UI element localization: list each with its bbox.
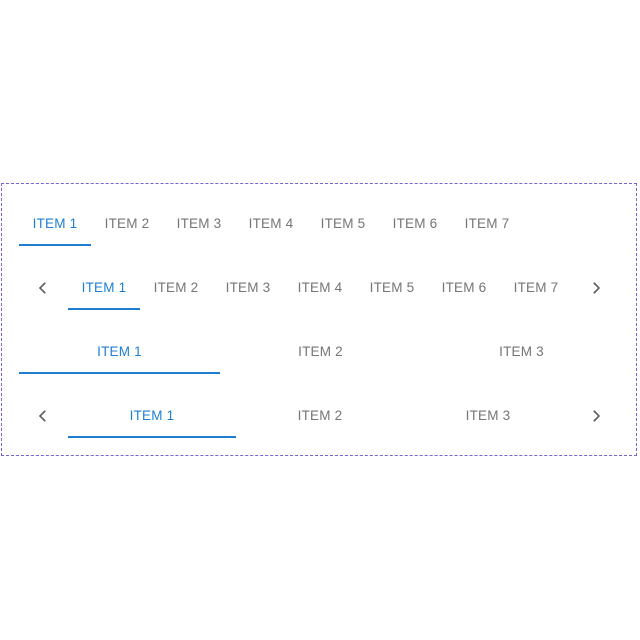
tab-bar-scrollable-arrows: ITEM 1 ITEM 2 ITEM 3 ITEM 4 ITEM 5 ITEM …: [0, 256, 640, 320]
scroll-right-button[interactable]: [582, 384, 610, 448]
tab-indicator: [68, 308, 140, 310]
scroll-left-button[interactable]: [29, 256, 57, 320]
tab-item-1[interactable]: ITEM 1: [81, 280, 127, 295]
tab-item-1[interactable]: ITEM 1: [129, 408, 175, 423]
tab-item-6[interactable]: ITEM 6: [392, 216, 438, 231]
tab-item-4[interactable]: ITEM 4: [297, 280, 343, 295]
tab-indicator: [19, 244, 91, 246]
tab-item-3[interactable]: ITEM 3: [225, 280, 271, 295]
tab-indicator: [68, 436, 236, 438]
tab-item-3[interactable]: ITEM 3: [499, 344, 544, 359]
scroll-right-button[interactable]: [582, 256, 610, 320]
tab-item-6[interactable]: ITEM 6: [441, 280, 487, 295]
tab-item-2[interactable]: ITEM 2: [104, 216, 150, 231]
scroll-left-button[interactable]: [29, 384, 57, 448]
tab-item-4[interactable]: ITEM 4: [248, 216, 294, 231]
chevron-left-icon: [38, 410, 46, 422]
tab-item-7[interactable]: ITEM 7: [513, 280, 559, 295]
tab-item-2[interactable]: ITEM 2: [298, 344, 343, 359]
tab-item-1[interactable]: ITEM 1: [97, 344, 142, 359]
tab-bar-fixed: ITEM 1 ITEM 2 ITEM 3: [0, 320, 640, 384]
tab-item-7[interactable]: ITEM 7: [464, 216, 510, 231]
tab-item-2[interactable]: ITEM 2: [297, 408, 343, 423]
chevron-left-icon: [38, 282, 46, 294]
tab-bar-fixed-arrows: ITEM 1 ITEM 2 ITEM 3: [0, 384, 640, 448]
tab-item-5[interactable]: ITEM 5: [320, 216, 366, 231]
tab-item-2[interactable]: ITEM 2: [153, 280, 199, 295]
tab-bar-scrollable: ITEM 1 ITEM 2 ITEM 3 ITEM 4 ITEM 5 ITEM …: [0, 192, 640, 256]
tab-item-3[interactable]: ITEM 3: [176, 216, 222, 231]
tab-item-1[interactable]: ITEM 1: [32, 216, 78, 231]
tab-item-3[interactable]: ITEM 3: [465, 408, 511, 423]
tab-item-5[interactable]: ITEM 5: [369, 280, 415, 295]
chevron-right-icon: [593, 282, 601, 294]
chevron-right-icon: [593, 410, 601, 422]
tab-indicator: [19, 372, 220, 374]
tabs-demo-frame: [1, 183, 637, 456]
